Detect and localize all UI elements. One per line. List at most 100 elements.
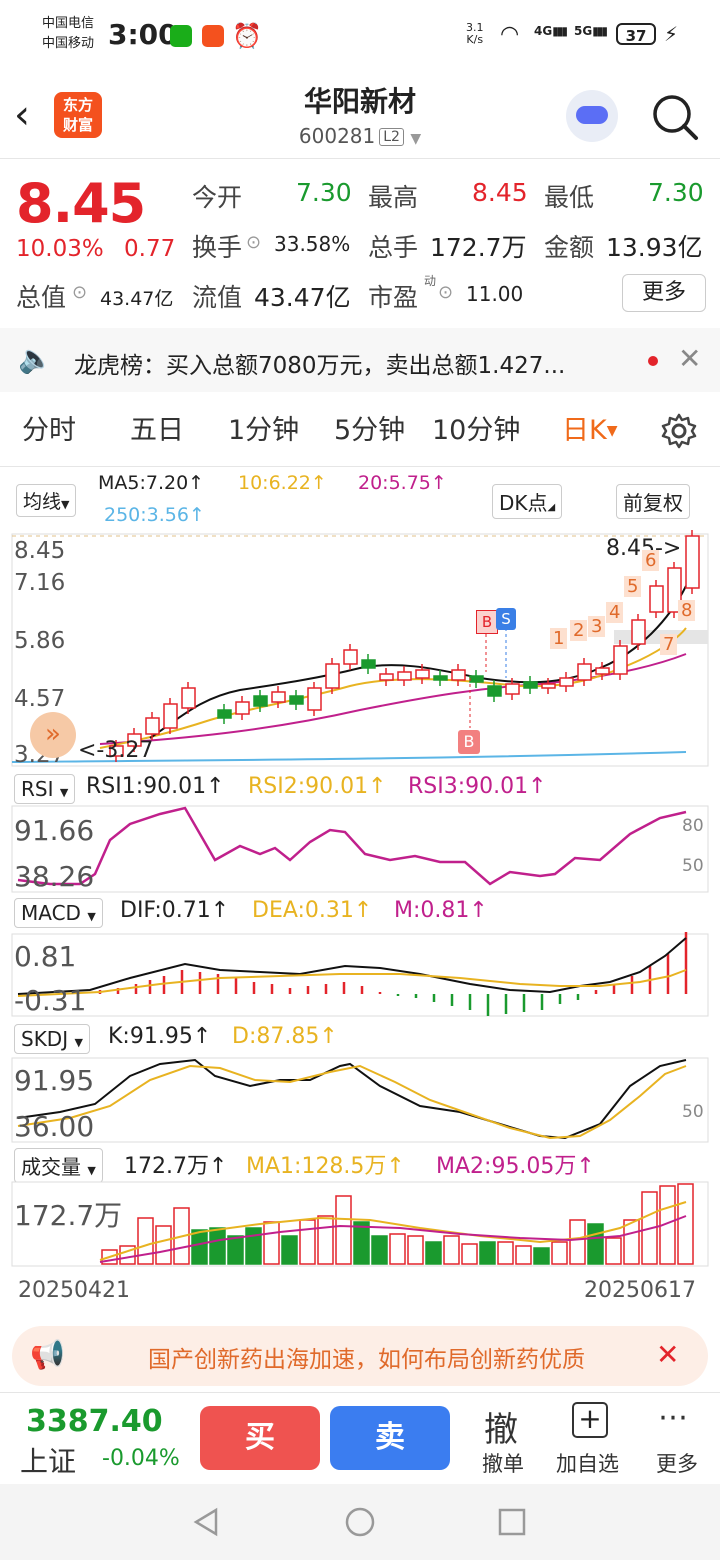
rsi2-label: RSI2:90.01↑ (248, 774, 387, 799)
volume-bar (155, 1225, 172, 1265)
nav-back-icon[interactable] (190, 1506, 222, 1538)
ma250-line (11, 751, 687, 763)
carrier-2: 中国移动 (42, 36, 95, 51)
eastmoney-logo[interactable]: 东方 财富 (54, 92, 102, 138)
macd-selector-label: MACD (21, 901, 81, 925)
kline-chart[interactable] (0, 528, 720, 772)
macd-y-top: 0.81 (14, 940, 77, 973)
ma250-label: 250:3.56↑ (104, 504, 205, 526)
k-label: K:91.95↑ (108, 1024, 212, 1049)
signal-b2[interactable]: B (458, 730, 480, 754)
signal-s[interactable]: S (496, 608, 516, 630)
y-label-2: 7.16 (14, 570, 66, 596)
amount-label: 金额 (544, 233, 595, 262)
macd-selector[interactable]: MACD ▼ (14, 898, 103, 928)
info-icon[interactable]: ⊙ (72, 282, 88, 303)
volume-bar (227, 1235, 244, 1265)
search-icon[interactable] (650, 92, 700, 142)
more-icon[interactable]: ⋯ (658, 1400, 688, 1435)
turnover-value: 33.58% (274, 232, 351, 256)
skdj-chart[interactable] (0, 1056, 720, 1144)
tab-intraday[interactable]: 分时 (22, 415, 76, 446)
tab-5min[interactable]: 5分钟 (334, 415, 406, 446)
rsi-chart[interactable] (0, 804, 720, 894)
m-label: M:0.81↑ (394, 898, 488, 923)
volume-bar (533, 1247, 550, 1265)
promo-banner[interactable]: 📢 国产创新药出海加速，如何布局创新药优质 ✕ (12, 1326, 708, 1386)
volume-bar (677, 1183, 694, 1265)
index-value[interactable]: 3387.40 (26, 1404, 163, 1439)
ma-selector[interactable]: 均线▼ (16, 484, 77, 517)
adjust-button[interactable]: 前复权 (616, 484, 690, 519)
rsi-selector[interactable]: RSI ▼ (14, 774, 76, 804)
float-value: 43.47亿 (254, 283, 351, 312)
high-label: 最高 (368, 183, 419, 212)
info-icon[interactable]: ⊙ (438, 282, 454, 303)
dea-label: DEA:0.31↑ (252, 898, 373, 923)
volume-bar (479, 1241, 496, 1265)
nav-home-icon[interactable] (344, 1506, 376, 1538)
candle-body (577, 663, 592, 681)
more-quote-button[interactable]: 更多 (622, 274, 706, 312)
turnover-label: 换手 (192, 233, 243, 262)
robot-assistant-icon[interactable] (566, 90, 618, 142)
skdj-selector[interactable]: SKDJ ▼ (14, 1024, 90, 1054)
volume-bars-group (101, 1183, 694, 1265)
cancel-order-icon[interactable]: 撤 (484, 1410, 518, 1450)
date-start: 20250421 (18, 1278, 130, 1303)
low-label: 最低 (544, 183, 595, 212)
level-badge: L2 (379, 128, 404, 146)
volume-bar (263, 1221, 280, 1265)
pe-label: 市盈 (368, 283, 419, 312)
stock-code-selector[interactable]: 600281 L2 ▼ (0, 124, 720, 148)
close-icon[interactable]: ✕ (678, 342, 702, 375)
candle-body (217, 709, 232, 719)
vol-ma1-line (99, 1201, 687, 1261)
expand-arrows-icon[interactable]: » (30, 712, 76, 758)
macd-chart[interactable] (0, 932, 720, 1018)
close-icon[interactable]: ✕ (656, 1338, 680, 1371)
nav-recents-icon[interactable] (498, 1508, 526, 1536)
cancel-order-label[interactable]: 撤单 (482, 1452, 524, 1476)
count-8: 8 (678, 600, 696, 621)
more-label[interactable]: 更多 (656, 1452, 698, 1476)
tab-five-day[interactable]: 五日 (130, 415, 184, 446)
sell-button[interactable]: 卖 (330, 1406, 450, 1470)
charging-icon: ⚡ (664, 22, 679, 46)
info-icon[interactable]: ⊙ (246, 232, 262, 253)
pe-superscript: 动 (424, 274, 437, 288)
signal-b1[interactable]: B (476, 610, 498, 634)
candle-body (145, 717, 160, 735)
kline-frame (11, 533, 709, 767)
dragon-tiger-banner[interactable]: 🔈 龙虎榜：买入总额7080万元，卖出总额1.427... ✕ (0, 328, 720, 392)
tab-daily-k[interactable]: 日K▼ (562, 408, 618, 447)
volume-bar (461, 1243, 478, 1265)
volume-bar (443, 1235, 460, 1265)
volume-selector[interactable]: 成交量 ▼ (14, 1148, 103, 1183)
candle-body (361, 659, 376, 669)
dk-point-button[interactable]: DK点◢ (492, 484, 563, 519)
tab-daily-k-label: 日K (562, 415, 607, 446)
low-marker: <-3.27 (78, 738, 154, 763)
add-watchlist-icon[interactable]: + (572, 1402, 608, 1438)
volume-chart[interactable] (0, 1180, 720, 1268)
tab-10min[interactable]: 10分钟 (432, 415, 521, 446)
add-watchlist-label[interactable]: 加自选 (556, 1452, 619, 1476)
vol-ma1-label: MA1:128.5万↑ (246, 1154, 405, 1179)
back-icon[interactable]: ‹ (14, 92, 30, 138)
signal-5g: 5G▮▮▮ (574, 24, 608, 38)
index-name[interactable]: 上证 (20, 1445, 77, 1478)
dropdown-icon: ▼ (606, 423, 618, 439)
buy-button[interactable]: 买 (200, 1406, 320, 1470)
candle-body (595, 667, 610, 675)
y-label-3: 5.86 (14, 628, 66, 654)
volume-bar (191, 1229, 208, 1265)
net-speed-value: 3.1 (466, 21, 484, 34)
open-label: 今开 (192, 183, 243, 212)
candle-body (127, 733, 142, 747)
candle-body (307, 687, 322, 711)
tab-1min[interactable]: 1分钟 (228, 415, 300, 446)
settings-gear-icon[interactable] (660, 412, 698, 450)
candle-body (343, 649, 358, 665)
count-6: 6 (642, 550, 660, 571)
